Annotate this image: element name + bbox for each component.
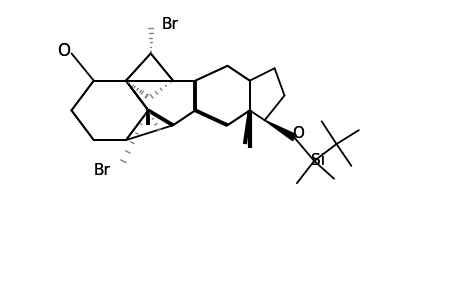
- Text: Si: Si: [310, 153, 325, 168]
- Text: O: O: [57, 42, 70, 60]
- Text: O: O: [292, 126, 304, 141]
- Polygon shape: [264, 120, 296, 141]
- Text: O: O: [57, 42, 70, 60]
- Text: O: O: [292, 126, 304, 141]
- Text: Br: Br: [161, 17, 178, 32]
- Text: Si: Si: [310, 153, 325, 168]
- Text: Br: Br: [93, 163, 110, 178]
- Text: Br: Br: [93, 163, 110, 178]
- Text: Br: Br: [161, 17, 178, 32]
